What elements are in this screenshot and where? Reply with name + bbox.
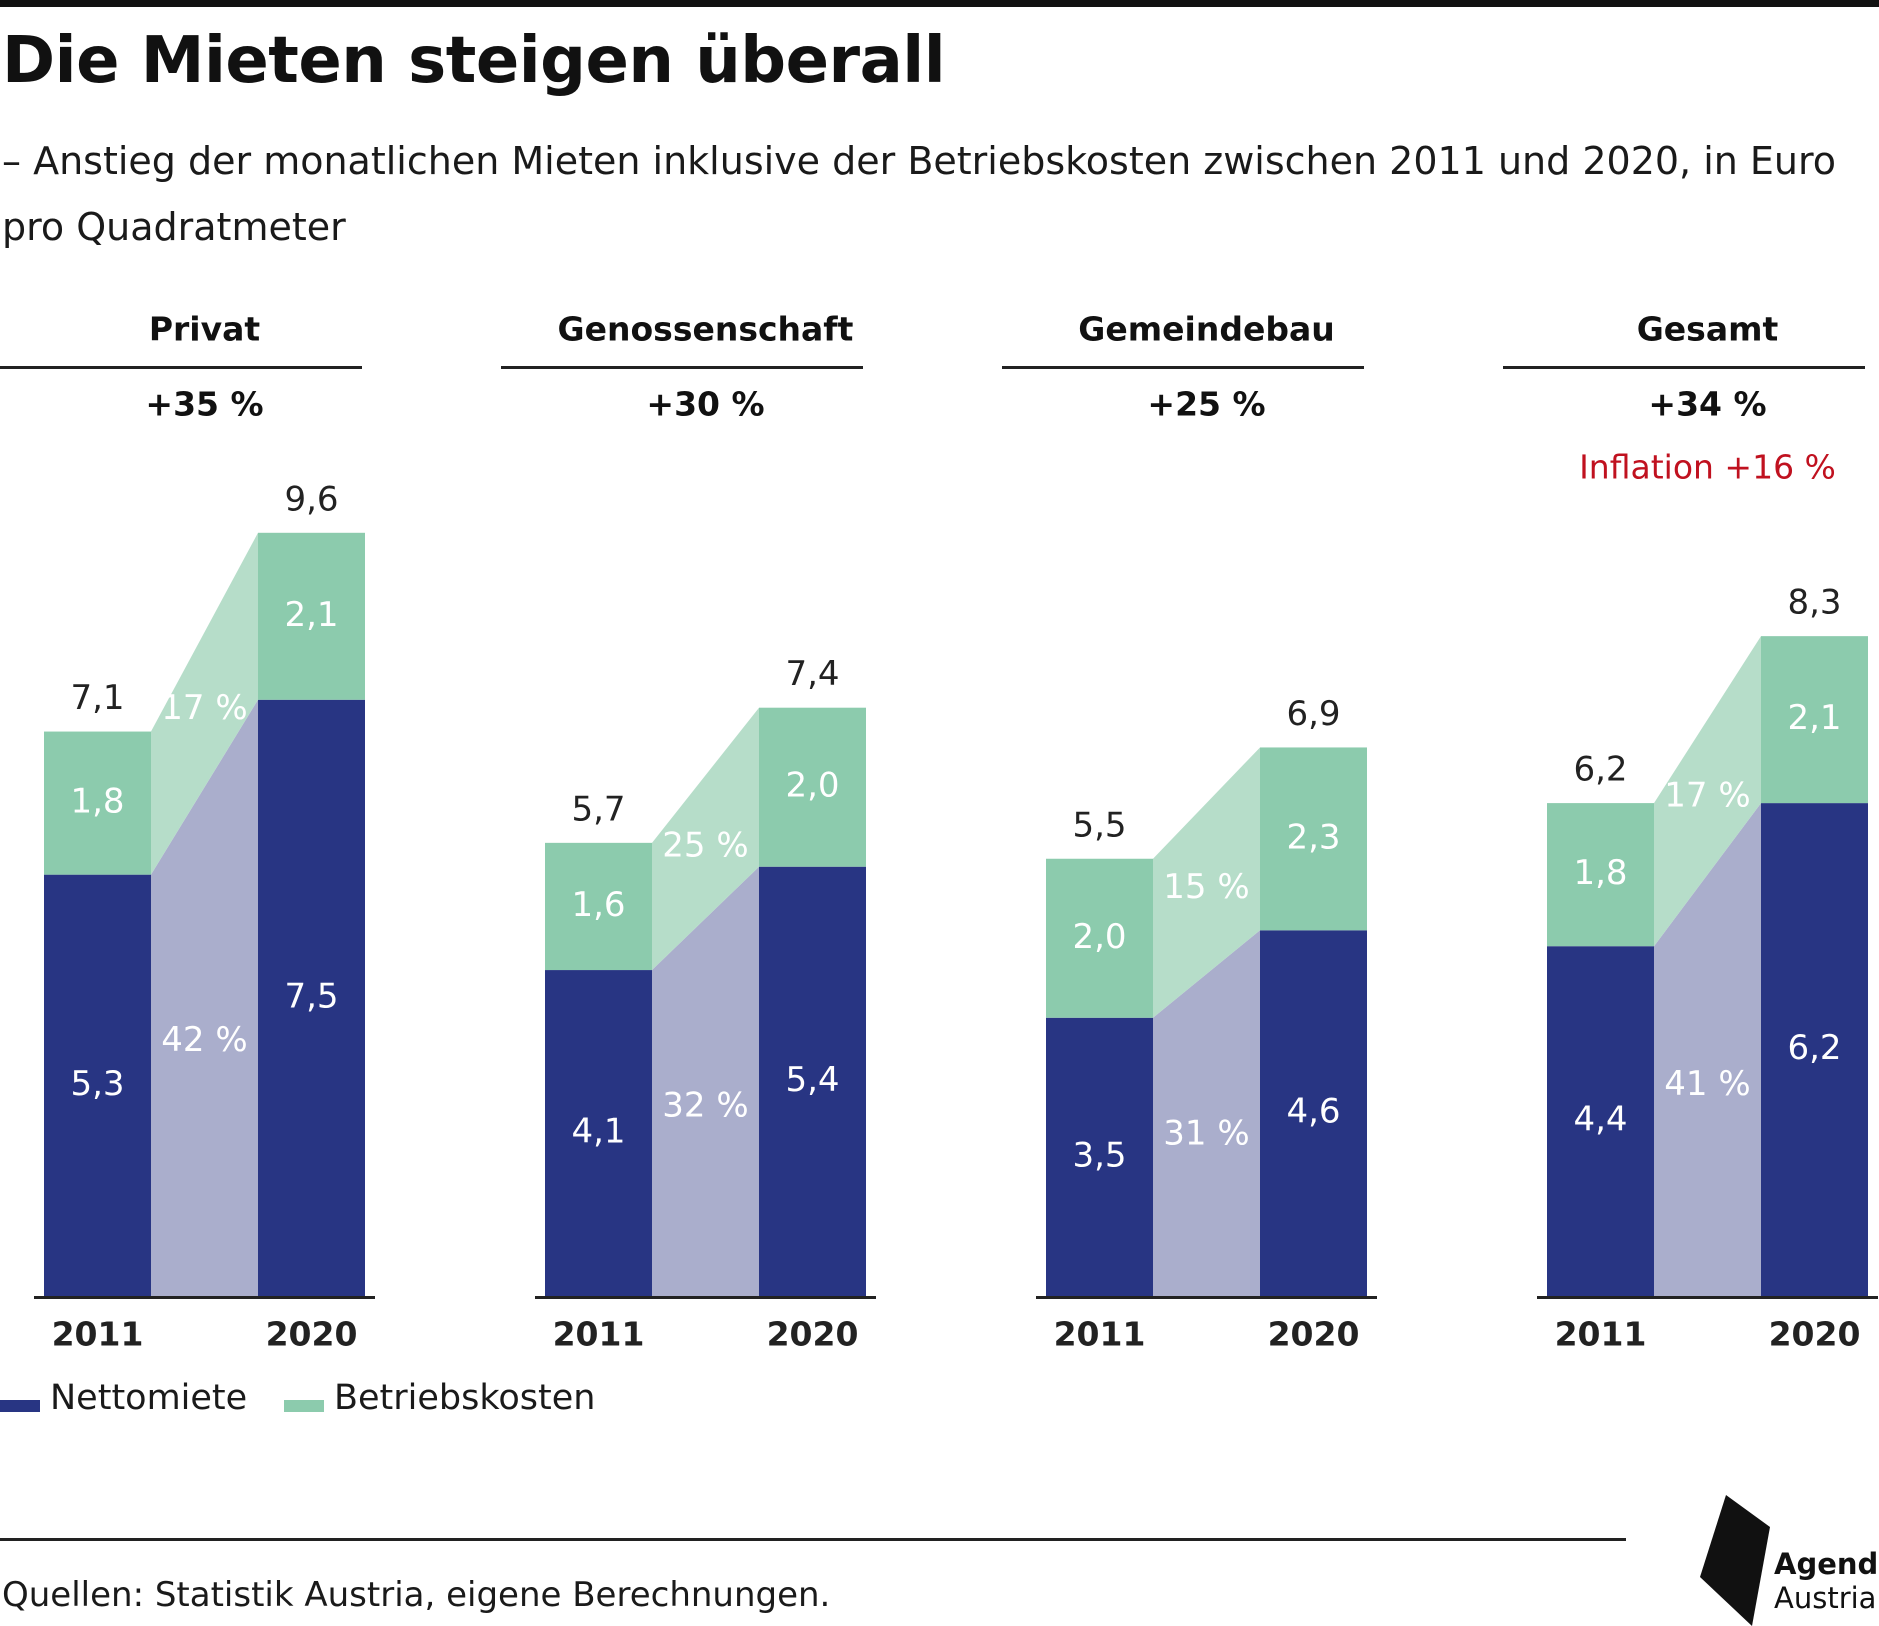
baseline-genossenschaft — [535, 1296, 876, 1299]
bar-nettomiete-genossenschaft-2011 — [545, 970, 652, 1296]
band-betriebskosten-privat — [151, 532, 258, 875]
label-betriebskosten-gemeindebau-2020: 2,3 — [1286, 817, 1340, 857]
label-betriebskosten-genossenschaft-2011: 1,6 — [571, 885, 625, 925]
source-note: Quellen: Statistik Austria, eigene Berec… — [2, 1575, 831, 1615]
tick-label-gesamt-2011: 2011 — [1555, 1315, 1647, 1354]
bar-betriebskosten-genossenschaft-2020 — [759, 707, 866, 867]
label-betriebskosten-genossenschaft-2020: 2,0 — [785, 766, 839, 806]
chart-subtitle: – Anstieg der monatlichen Mieten inklusi… — [2, 139, 1837, 249]
legend-swatch-nettomiete — [0, 1400, 40, 1412]
band-betriebskosten-genossenschaft — [652, 707, 759, 971]
logo-text-agenda: Agenda — [1774, 1547, 1879, 1581]
logo-mark-icon — [1700, 1495, 1770, 1626]
bar-betriebskosten-gesamt-2011 — [1547, 803, 1654, 947]
bar-betriebskosten-privat-2020 — [258, 532, 365, 700]
tick-label-genossenschaft-2011: 2011 — [553, 1315, 645, 1354]
tick-label-privat-2020: 2020 — [266, 1315, 358, 1354]
label-nettomiete-genossenschaft-2011: 4,1 — [571, 1112, 625, 1152]
chart-title: Die Mieten steigen überall — [2, 24, 946, 98]
bar-nettomiete-genossenschaft-2020 — [759, 866, 866, 1296]
label-nettomiete-gemeindebau-2020: 4,6 — [1286, 1092, 1340, 1132]
label-nettomiete-genossenschaft-2020: 5,4 — [785, 1060, 839, 1100]
baseline-gemeindebau — [1036, 1296, 1377, 1299]
band-label-nettomiete-genossenschaft: 32 % — [662, 1086, 748, 1126]
bar-betriebskosten-genossenschaft-2011 — [545, 842, 652, 971]
label-nettomiete-privat-2020: 7,5 — [284, 976, 338, 1016]
bar-betriebskosten-gesamt-2020 — [1761, 636, 1868, 804]
bar-betriebskosten-privat-2011 — [44, 731, 151, 875]
panel-change-gesamt: +34 % — [1648, 385, 1766, 424]
tick-label-gemeindebau-2020: 2020 — [1268, 1315, 1360, 1354]
bar-betriebskosten-gemeindebau-2011 — [1046, 858, 1153, 1018]
label-total-gesamt-2020: 8,3 — [1787, 583, 1841, 623]
bar-nettomiete-gesamt-2020 — [1761, 803, 1868, 1296]
label-total-genossenschaft-2011: 5,7 — [571, 789, 625, 829]
bar-nettomiete-privat-2020 — [258, 699, 365, 1296]
panel-title-gemeindebau: Gemeindebau — [1078, 310, 1334, 349]
bottom-rule — [0, 1538, 1626, 1541]
stacked-bar-chart: Privat +35 % 5,3 1,8 7,1 2011 7,5 2,1 9,6 2020 42 … — [0, 310, 1878, 1354]
panel-note-gesamt: Inflation +16 % — [1579, 448, 1836, 487]
band-betriebskosten-gemeindebau — [1153, 747, 1260, 1018]
label-betriebskosten-gesamt-2020: 2,1 — [1787, 698, 1841, 738]
band-nettomiete-gesamt — [1654, 803, 1761, 1296]
legend-label-betriebskosten: Betriebskosten — [334, 1378, 596, 1418]
label-betriebskosten-gemeindebau-2011: 2,0 — [1072, 917, 1126, 957]
tick-label-gesamt-2020: 2020 — [1769, 1315, 1861, 1354]
band-nettomiete-privat — [151, 699, 258, 1296]
label-total-gesamt-2011: 6,2 — [1573, 750, 1627, 790]
band-label-nettomiete-gemeindebau: 31 % — [1163, 1114, 1249, 1154]
panel-change-gemeindebau: +25 % — [1147, 385, 1265, 424]
legend-label-nettomiete: Nettomiete — [50, 1378, 248, 1418]
label-betriebskosten-privat-2011: 1,8 — [70, 782, 124, 822]
panel-title-gesamt: Gesamt — [1637, 310, 1779, 349]
panel-rule-gesamt — [1503, 366, 1865, 369]
label-nettomiete-gemeindebau-2011: 3,5 — [1072, 1135, 1126, 1175]
legend-swatch-betriebskosten — [284, 1400, 324, 1412]
band-nettomiete-genossenschaft — [652, 866, 759, 1296]
label-total-privat-2020: 9,6 — [284, 479, 338, 519]
baseline-privat — [34, 1296, 375, 1299]
band-label-betriebskosten-genossenschaft: 25 % — [662, 825, 748, 865]
band-label-nettomiete-gesamt: 41 % — [1664, 1064, 1750, 1104]
panel-change-genossenschaft: +30 % — [646, 385, 764, 424]
panel-title-genossenschaft: Genossenschaft — [558, 310, 854, 349]
bar-nettomiete-gemeindebau-2020 — [1260, 930, 1367, 1296]
label-nettomiete-gesamt-2020: 6,2 — [1787, 1028, 1841, 1068]
band-label-betriebskosten-privat: 17 % — [161, 688, 247, 728]
panel-title-privat: Privat — [149, 310, 261, 349]
panel-rule-genossenschaft — [501, 366, 863, 369]
panel-rule-gemeindebau — [1002, 366, 1364, 369]
tick-label-privat-2011: 2011 — [52, 1315, 144, 1354]
agenda-austria-logo: Agenda Austria — [1700, 1495, 1879, 1626]
label-betriebskosten-gesamt-2011: 1,8 — [1573, 853, 1627, 893]
panel-rule-privat — [0, 366, 362, 369]
label-betriebskosten-privat-2020: 2,1 — [284, 595, 338, 635]
bar-nettomiete-gesamt-2011 — [1547, 946, 1654, 1296]
band-betriebskosten-gesamt — [1654, 636, 1761, 947]
label-nettomiete-gesamt-2011: 4,4 — [1573, 1100, 1627, 1140]
panel-change-privat: +35 % — [145, 385, 263, 424]
label-total-genossenschaft-2020: 7,4 — [785, 654, 839, 694]
band-label-betriebskosten-gesamt: 17 % — [1664, 776, 1750, 816]
label-total-gemeindebau-2011: 5,5 — [1072, 805, 1126, 845]
bar-nettomiete-gemeindebau-2011 — [1046, 1017, 1153, 1296]
label-nettomiete-privat-2011: 5,3 — [70, 1064, 124, 1104]
band-nettomiete-gemeindebau — [1153, 930, 1260, 1296]
logo-text-austria: Austria — [1774, 1581, 1877, 1615]
tick-label-gemeindebau-2011: 2011 — [1054, 1315, 1146, 1354]
tick-label-genossenschaft-2020: 2020 — [767, 1315, 859, 1354]
label-total-gemeindebau-2020: 6,9 — [1286, 694, 1340, 734]
bar-betriebskosten-gemeindebau-2020 — [1260, 747, 1367, 931]
top-rule — [0, 0, 1879, 7]
band-label-nettomiete-privat: 42 % — [161, 1020, 247, 1060]
bar-nettomiete-privat-2011 — [44, 874, 151, 1296]
band-label-betriebskosten-gemeindebau: 15 % — [1163, 867, 1249, 907]
label-total-privat-2011: 7,1 — [70, 678, 124, 718]
baseline-gesamt — [1537, 1296, 1878, 1299]
